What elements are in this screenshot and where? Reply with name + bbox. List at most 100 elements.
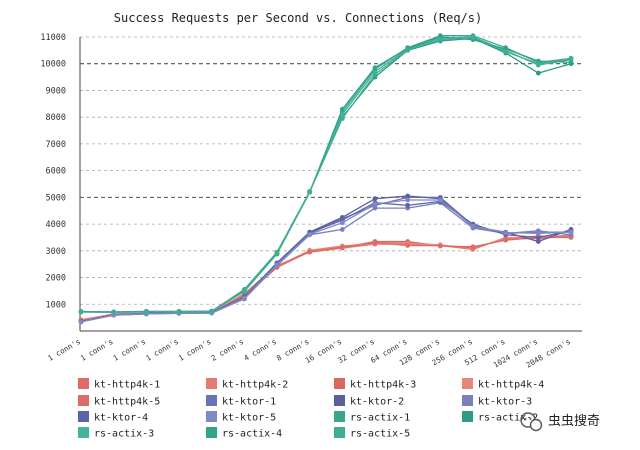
legend-label: rs-actix-3 (94, 429, 154, 440)
legend-item: rs-actix-5 (334, 427, 410, 440)
series-kt-ktor-1 (78, 194, 574, 325)
x-tick-labels: 1 conn's1 conn's1 conn's1 conn's1 conn's… (46, 337, 572, 370)
legend-swatch (334, 411, 345, 422)
legend-item: rs-actix-3 (78, 427, 154, 440)
data-point (535, 70, 541, 76)
legend-item: rs-actix-4 (206, 427, 282, 440)
data-point (339, 227, 345, 232)
series-rs-actix-2 (78, 35, 574, 315)
data-point (405, 47, 411, 53)
series-rs-actix-4 (78, 34, 574, 315)
y-tick-label: 6000 (46, 167, 66, 177)
data-point (339, 106, 345, 112)
data-point (372, 240, 378, 246)
legend-item: kt-http4k-5 (78, 395, 160, 408)
legend-label: kt-http4k-2 (222, 380, 288, 391)
series-kt-ktor-4 (78, 198, 574, 324)
legend-swatch (206, 427, 217, 438)
y-tick-label: 10000 (40, 60, 66, 70)
data-point (437, 37, 443, 43)
data-point (372, 205, 378, 211)
data-point (535, 231, 541, 236)
legend-swatch (206, 411, 217, 422)
data-point (372, 201, 378, 207)
data-point (241, 288, 247, 294)
series-lines (78, 33, 574, 325)
data-point (143, 309, 149, 315)
wechat-icon (520, 412, 543, 432)
legend-item: kt-ktor-3 (462, 395, 532, 408)
legend-swatch (206, 378, 217, 389)
chart-title: Success Requests per Second vs. Connecti… (114, 11, 482, 25)
series-line (80, 236, 572, 322)
legend-swatch (334, 427, 345, 438)
legend-swatch (334, 395, 345, 406)
series-line (80, 37, 572, 313)
legend-label: kt-http4k-4 (478, 380, 544, 391)
watermark: 虫虫搜奇 (520, 412, 600, 432)
gridlines (80, 36, 582, 305)
data-point (405, 193, 411, 199)
data-point (274, 250, 280, 256)
series-rs-actix-1 (78, 33, 574, 315)
series-line (80, 36, 572, 313)
series-line (80, 36, 572, 313)
data-point (78, 319, 84, 325)
y-tick-label: 1000 (46, 300, 66, 310)
data-point (307, 189, 313, 195)
legend-item: rs-actix-2 (462, 411, 538, 424)
data-point (405, 197, 411, 203)
data-point (372, 72, 378, 77)
data-point (405, 202, 411, 208)
y-tick-label: 2000 (46, 274, 66, 284)
legend-label: kt-ktor-1 (222, 397, 276, 408)
y-tick-label: 11000 (40, 33, 66, 43)
x-tick-label: 4 conn's (242, 337, 278, 363)
legend-swatch (78, 395, 89, 406)
series-rs-actix-3 (78, 34, 574, 315)
legend-item: kt-http4k-3 (334, 378, 416, 391)
legend-label: kt-ktor-2 (350, 397, 404, 408)
legend-label: rs-actix-5 (350, 429, 410, 440)
data-point (274, 262, 280, 268)
data-point (241, 295, 247, 301)
legend-item: kt-http4k-4 (462, 378, 544, 391)
legend-item: kt-ktor-4 (78, 411, 148, 424)
data-point (339, 116, 345, 121)
data-point (372, 196, 378, 202)
data-point (568, 56, 574, 62)
legend-label: kt-http4k-3 (350, 380, 416, 391)
data-point (470, 34, 476, 40)
data-point (535, 61, 541, 67)
data-point (339, 244, 345, 250)
legend-swatch (462, 395, 473, 406)
x-tick-label: 2 conn's (210, 337, 246, 363)
data-point (503, 230, 509, 236)
x-tick-label: 1 conn's (46, 337, 82, 363)
legend-label: kt-http4k-1 (94, 380, 160, 391)
series-kt-http4k-1 (78, 233, 574, 323)
legend-item: kt-http4k-1 (78, 378, 160, 391)
data-point (405, 243, 411, 248)
data-point (372, 65, 378, 71)
legend-item: kt-ktor-1 (206, 395, 276, 408)
legend-item: kt-http4k-2 (206, 378, 288, 391)
data-point (535, 239, 541, 244)
series-line (80, 199, 572, 323)
y-tick-label: 4000 (46, 220, 66, 230)
data-point (535, 235, 541, 240)
y-tick-label: 9000 (46, 86, 66, 96)
series-rs-actix-5 (78, 34, 574, 315)
series-line (80, 36, 572, 313)
series-line (80, 196, 571, 323)
legend-label: kt-ktor-4 (94, 413, 148, 424)
series-kt-ktor-3 (78, 200, 574, 325)
data-point (470, 245, 476, 251)
axes (79, 37, 582, 332)
y-tick-label: 8000 (46, 113, 66, 123)
x-tick-label: 1 conn's (79, 337, 115, 363)
x-tick-label: 1 conn's (112, 337, 148, 363)
data-point (437, 243, 443, 249)
legend-swatch (78, 378, 89, 389)
